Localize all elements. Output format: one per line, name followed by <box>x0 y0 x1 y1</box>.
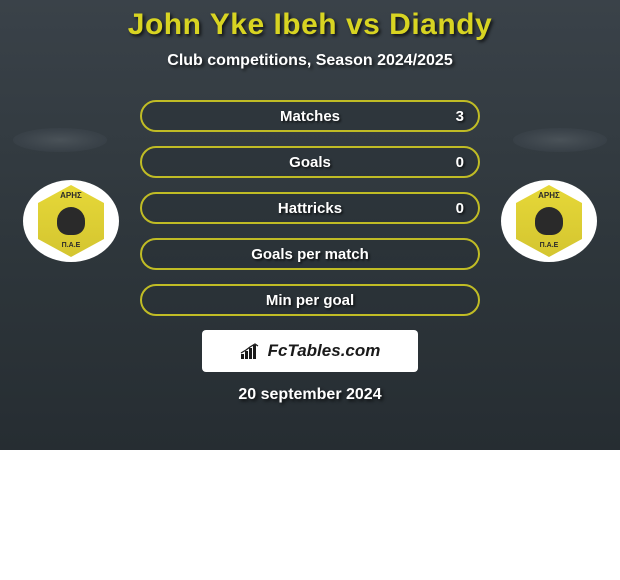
blank-region <box>0 450 620 580</box>
club-badge-right: ΑΡΗΣ Π.Α.Ε <box>501 180 597 262</box>
stat-row-goals: Goals 0 <box>140 146 480 178</box>
stat-row-matches: Matches 3 <box>140 100 480 132</box>
watermark: FcTables.com <box>202 330 418 372</box>
date-label: 20 september 2024 <box>0 386 620 404</box>
stats-list: Matches 3 Goals 0 Hattricks 0 Goals per … <box>140 100 480 316</box>
page-title: John Yke Ibeh vs Diandy <box>0 8 620 42</box>
stat-label: Matches <box>280 108 340 125</box>
badge-figure-icon <box>57 207 85 235</box>
stat-right-value: 0 <box>456 154 464 171</box>
subtitle: Club competitions, Season 2024/2025 <box>0 52 620 70</box>
stat-row-hattricks: Hattricks 0 <box>140 192 480 224</box>
badge-text-bottom: Π.Α.Ε <box>62 242 81 249</box>
stat-row-goals-per-match: Goals per match <box>140 238 480 270</box>
club-badge-shield-icon: ΑΡΗΣ Π.Α.Ε <box>38 185 104 257</box>
badge-text-bottom: Π.Α.Ε <box>540 242 559 249</box>
stat-row-min-per-goal: Min per goal <box>140 284 480 316</box>
watermark-text: FcTables.com <box>268 341 381 361</box>
stat-right-value: 0 <box>456 200 464 217</box>
club-badge-shield-icon: ΑΡΗΣ Π.Α.Ε <box>516 185 582 257</box>
stat-label: Goals per match <box>251 246 369 263</box>
comparison-card: John Yke Ibeh vs Diandy Club competition… <box>0 0 620 450</box>
bar-chart-icon <box>240 342 264 360</box>
badge-figure-icon <box>535 207 563 235</box>
player-shadow-right <box>513 128 607 152</box>
badge-text-top: ΑΡΗΣ <box>60 191 82 200</box>
stat-label: Min per goal <box>266 292 354 309</box>
badge-text-top: ΑΡΗΣ <box>538 191 560 200</box>
stat-label: Goals <box>289 154 331 171</box>
club-badge-left: ΑΡΗΣ Π.Α.Ε <box>23 180 119 262</box>
player-shadow-left <box>13 128 107 152</box>
stat-label: Hattricks <box>278 200 342 217</box>
stat-right-value: 3 <box>456 108 464 125</box>
